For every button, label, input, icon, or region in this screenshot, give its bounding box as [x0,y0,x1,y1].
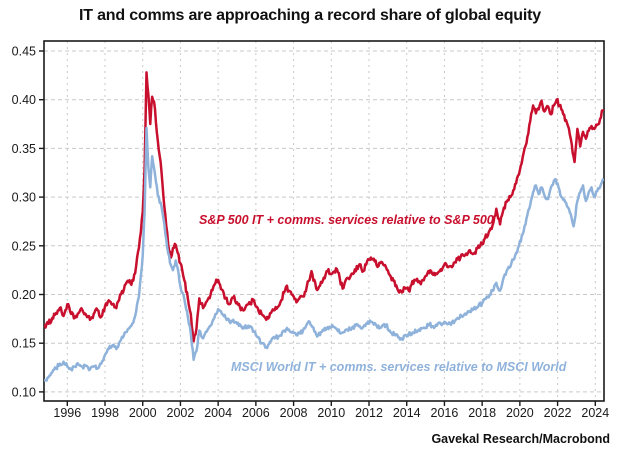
x-tick-label: 2014 [393,406,421,420]
y-tick-label: 0.45 [12,45,36,59]
y-tick-label: 0.10 [12,385,36,399]
x-tick-label: 2008 [280,406,308,420]
x-tick-label: 2006 [242,406,270,420]
sp500-series-line [44,71,604,343]
x-tick-label: 2018 [468,406,496,420]
x-tick-label: 2004 [204,406,232,420]
x-tick-label: 1996 [53,406,81,420]
y-tick-label: 0.25 [12,239,36,253]
y-tick-label: 0.15 [12,337,36,351]
x-tick-label: 2002 [167,406,195,420]
x-tick-label: 2024 [581,406,609,420]
y-tick-label: 0.35 [12,142,36,156]
y-tick-label: 0.30 [12,191,36,205]
msci-series-line [44,126,604,382]
x-tick-label: 2022 [544,406,572,420]
plot-border [43,40,605,402]
x-tick-label: 2020 [506,406,534,420]
x-tick-label: 2000 [129,406,157,420]
x-tick-label: 1998 [91,406,119,420]
x-tick-label: 2010 [317,406,345,420]
x-tick-label: 2016 [431,406,459,420]
y-tick-label: 0.20 [12,288,36,302]
x-tick-label: 2012 [355,406,383,420]
y-tick-label: 0.40 [12,93,36,107]
